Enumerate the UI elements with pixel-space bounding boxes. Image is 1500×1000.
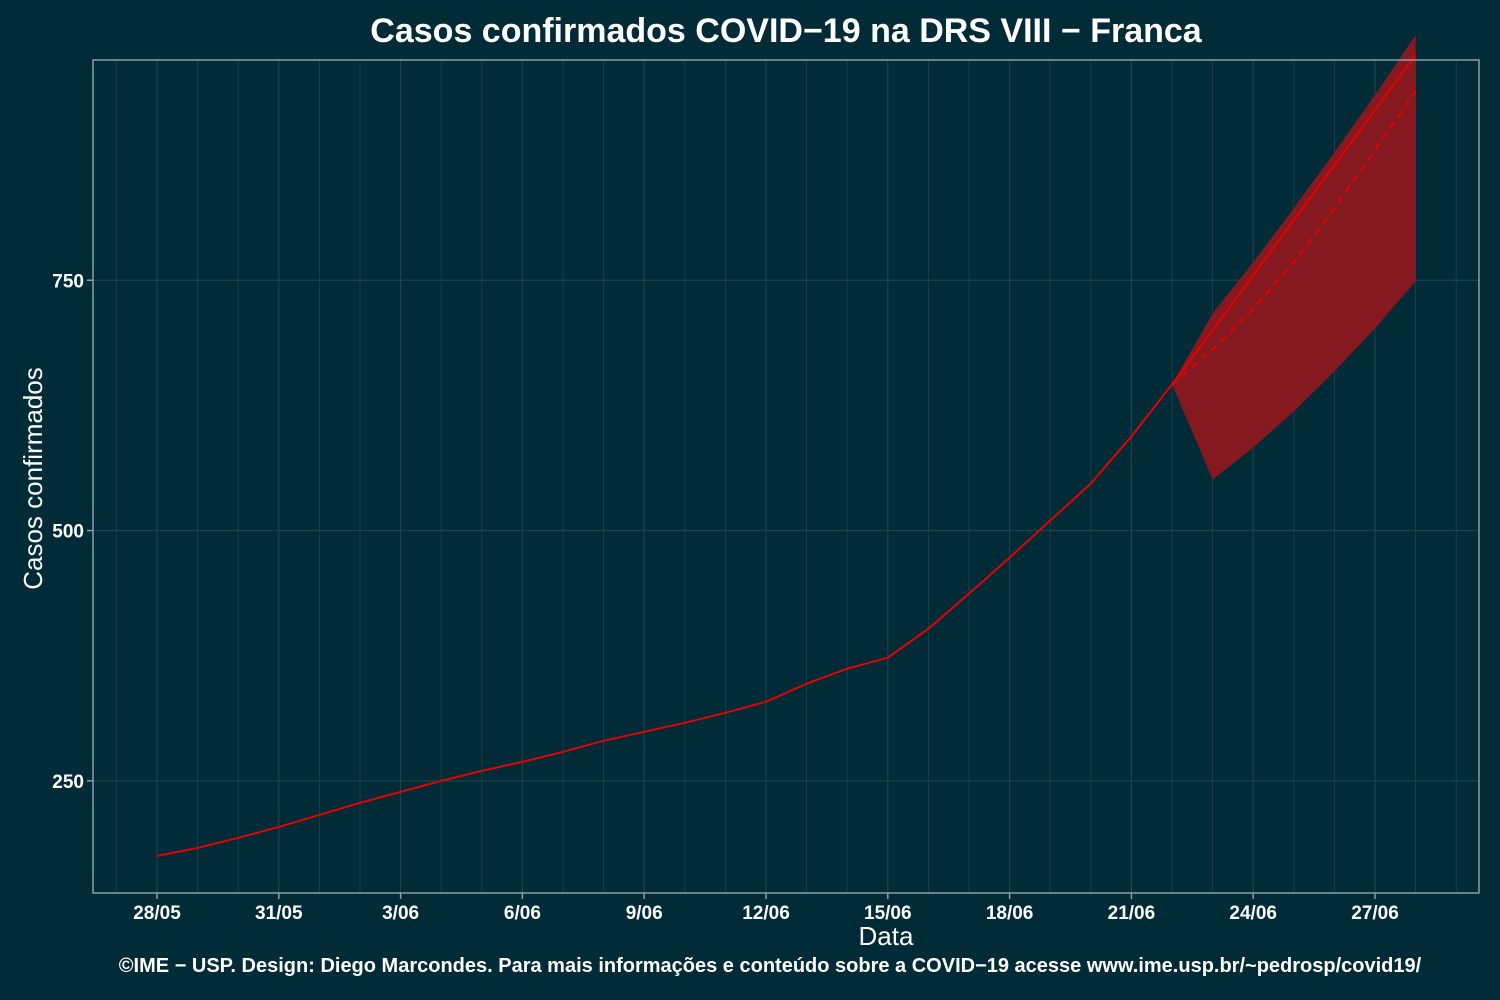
forecast-solid-line — [1171, 54, 1417, 385]
x-tick-label: 21/06 — [1108, 903, 1156, 924]
x-tick-label: 9/06 — [626, 903, 663, 924]
forecast-band-layer — [1172, 34, 1416, 480]
y-axis-ticks: 250 500 750 — [52, 271, 93, 793]
forecast-confidence-band — [1172, 34, 1416, 480]
y-tick-label: 500 — [52, 522, 84, 543]
x-tick-label: 18/06 — [986, 903, 1034, 924]
x-axis-ticks: 28/05 31/05 3/06 6/06 9/06 12/06 15/06 18/06 21/… — [133, 893, 1399, 924]
series-layer — [156, 54, 1417, 857]
y-tick-label: 750 — [52, 271, 84, 292]
x-tick-label: 15/06 — [864, 903, 912, 924]
x-tick-label: 3/06 — [382, 903, 419, 924]
chart-title: Casos confirmados COVID−19 na DRS VIII −… — [370, 12, 1202, 50]
y-axis-title: Casos confirmados — [18, 367, 48, 590]
x-tick-label: 6/06 — [504, 903, 541, 924]
x-tick-label: 27/06 — [1351, 903, 1399, 924]
x-tick-label: 28/05 — [133, 903, 181, 924]
x-tick-label: 12/06 — [742, 903, 790, 924]
plot-frame — [92, 59, 1480, 894]
x-tick-label: 24/06 — [1229, 903, 1277, 924]
forecast-dashed-line — [1171, 90, 1417, 386]
observed-cases-line — [156, 383, 1173, 857]
grid-layer — [93, 60, 1479, 893]
x-axis-title: Data — [859, 921, 914, 951]
x-tick-label: 31/05 — [255, 903, 303, 924]
footer-credit: ©IME − USP. Design: Diego Marcondes. Par… — [118, 955, 1422, 977]
y-tick-label: 250 — [52, 772, 84, 793]
